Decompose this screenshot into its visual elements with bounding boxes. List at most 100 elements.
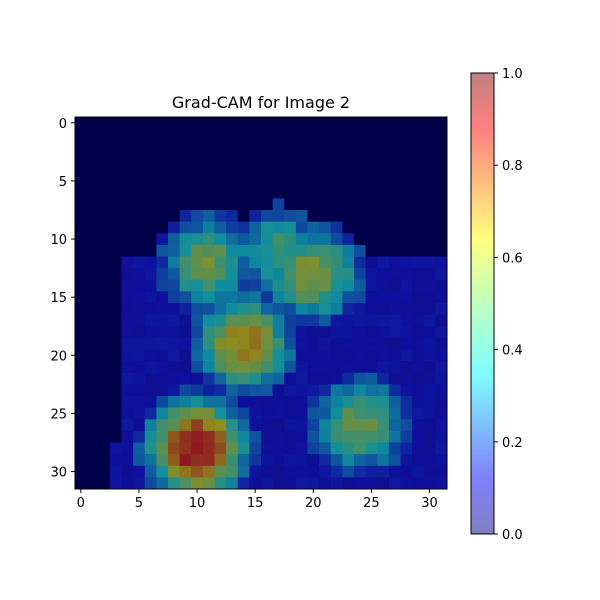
heatmap-cell	[319, 372, 332, 385]
heatmap-cell	[330, 268, 343, 281]
heatmap-cell	[354, 407, 367, 420]
heatmap-cell	[202, 419, 215, 432]
heatmap-cell	[144, 454, 157, 467]
heatmap-cell	[435, 151, 448, 164]
heatmap-cell	[75, 140, 88, 153]
heatmap-cell	[272, 384, 285, 397]
x-tick-label: 30	[421, 496, 438, 511]
heatmap-cell	[121, 233, 134, 246]
heatmap-cell	[377, 303, 390, 316]
heatmap-cell	[144, 442, 157, 455]
heatmap-cell	[388, 291, 401, 304]
heatmap-cell	[226, 291, 239, 304]
heatmap-cell	[109, 117, 122, 130]
heatmap-cell	[400, 186, 413, 199]
heatmap-cell	[191, 303, 204, 316]
heatmap-cell	[168, 221, 181, 234]
heatmap-cell	[354, 163, 367, 176]
heatmap-cell	[249, 244, 262, 257]
heatmap-cell	[121, 384, 134, 397]
heatmap-cell	[365, 140, 378, 153]
heatmap-cell	[133, 210, 146, 223]
heatmap-cell	[249, 442, 262, 455]
heatmap-cell	[354, 419, 367, 432]
heatmap-cell	[377, 256, 390, 269]
heatmap-cell	[98, 221, 111, 234]
heatmap-cell	[75, 151, 88, 164]
heatmap-cell	[400, 291, 413, 304]
heatmap-cell	[261, 465, 274, 478]
heatmap-cell	[214, 372, 227, 385]
heatmap-cell	[168, 314, 181, 327]
heatmap-cell	[168, 128, 181, 141]
heatmap-cell	[307, 186, 320, 199]
colorbar: 0.0 0.2 0.4 0.6 0.8 1.0	[470, 67, 523, 543]
heatmap-cell	[133, 349, 146, 362]
heatmap-cell	[307, 372, 320, 385]
heatmap-cell	[202, 396, 215, 409]
heatmap-cell	[179, 314, 192, 327]
heatmap-cell	[133, 140, 146, 153]
heatmap-cell	[412, 407, 425, 420]
heatmap-cell	[214, 326, 227, 339]
heatmap-cell	[435, 326, 448, 339]
heatmap-cell	[284, 430, 297, 443]
heatmap-cell	[377, 279, 390, 292]
heatmap-cell	[168, 477, 181, 490]
heatmap-cell	[354, 233, 367, 246]
heatmap-cell	[365, 151, 378, 164]
heatmap-cell	[284, 268, 297, 281]
heatmap-cell	[168, 117, 181, 130]
heatmap-cell	[98, 361, 111, 374]
heatmap-cell	[319, 279, 332, 292]
heatmap-cell	[377, 151, 390, 164]
heatmap-cell	[295, 256, 308, 269]
heatmap-cell	[295, 186, 308, 199]
heatmap-cell	[133, 384, 146, 397]
heatmap-cell	[75, 279, 88, 292]
heatmap-cell	[75, 117, 88, 130]
heatmap-cell	[168, 210, 181, 223]
heatmap-cell	[330, 349, 343, 362]
heatmap-cell	[330, 117, 343, 130]
heatmap-cell	[109, 384, 122, 397]
heatmap-cell	[319, 337, 332, 350]
heatmap-cell	[191, 430, 204, 443]
heatmap-cell	[400, 303, 413, 316]
heatmap-cell	[249, 256, 262, 269]
heatmap-cell	[156, 396, 169, 409]
heatmap-cell	[121, 117, 134, 130]
heatmap-cell	[98, 465, 111, 478]
heatmap-cell	[121, 326, 134, 339]
heatmap-cell	[168, 186, 181, 199]
heatmap-cell	[109, 407, 122, 420]
heatmap-cell	[214, 442, 227, 455]
heatmap-cell	[168, 233, 181, 246]
heatmap-cell	[109, 314, 122, 327]
heatmap-cell	[284, 407, 297, 420]
heatmap-cell	[249, 175, 262, 188]
heatmap-cell	[249, 163, 262, 176]
heatmap-cell	[179, 117, 192, 130]
heatmap-cell	[435, 210, 448, 223]
heatmap-cell	[319, 442, 332, 455]
heatmap-cell	[109, 140, 122, 153]
heatmap-cell	[179, 210, 192, 223]
heatmap-cell	[284, 303, 297, 316]
heatmap-cell	[121, 256, 134, 269]
heatmap-cell	[86, 465, 99, 478]
heatmap-cell	[295, 233, 308, 246]
heatmap-cell	[435, 419, 448, 432]
heatmap-cell	[98, 337, 111, 350]
heatmap-cell	[133, 256, 146, 269]
heatmap-cell	[342, 221, 355, 234]
heatmap-cell	[121, 314, 134, 327]
heatmap-cell	[377, 372, 390, 385]
heatmap-cell	[377, 465, 390, 478]
heatmap-cell	[202, 244, 215, 257]
heatmap-cell	[319, 198, 332, 211]
heatmap-cell	[261, 454, 274, 467]
heatmap-cell	[423, 465, 436, 478]
heatmap-cell	[179, 396, 192, 409]
heatmap-cell	[86, 117, 99, 130]
